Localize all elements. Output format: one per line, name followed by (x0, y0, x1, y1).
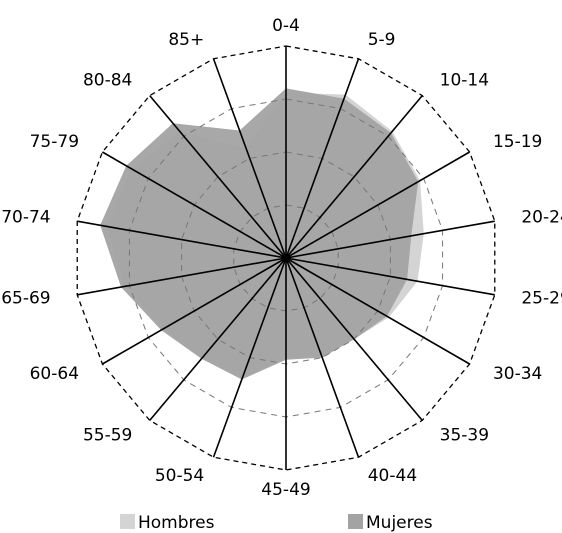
category-label: 75-79 (30, 132, 79, 152)
spoke (285, 257, 470, 365)
category-label: 70-74 (1, 208, 50, 228)
spoke (285, 257, 423, 421)
category-label: 85+ (168, 30, 204, 50)
category-label: 35-39 (440, 426, 489, 446)
category-label: 80-84 (83, 70, 132, 90)
spoke (149, 95, 287, 259)
category-label: 65-69 (1, 288, 50, 308)
spoke (285, 151, 470, 259)
spoke (285, 257, 495, 296)
spoke (102, 151, 287, 259)
center-dot (282, 254, 290, 262)
legend-label: Hombres (138, 513, 215, 533)
category-label: 45-49 (261, 480, 310, 500)
category-label: 10-14 (440, 70, 489, 90)
spoke (285, 58, 360, 259)
category-label: 25-29 (521, 288, 562, 308)
category-label: 60-64 (30, 364, 79, 384)
category-label: 5-9 (368, 30, 396, 50)
spoke (149, 257, 287, 421)
series-area (100, 88, 419, 380)
legend-swatch (348, 514, 363, 529)
category-label: 55-59 (83, 426, 132, 446)
spoke (102, 257, 287, 365)
spoke (212, 58, 287, 259)
category-label: 0-4 (272, 16, 300, 36)
spoke (77, 257, 287, 296)
legend-label: Mujeres (366, 513, 433, 533)
spoke (77, 220, 287, 259)
category-label: 50-54 (155, 466, 204, 486)
category-label: 30-34 (493, 364, 542, 384)
category-label: 40-44 (368, 466, 417, 486)
spoke (285, 257, 360, 458)
category-label: 20-24 (521, 208, 562, 228)
category-label: 15-19 (493, 132, 542, 152)
legend-swatch (120, 514, 135, 529)
spoke (285, 95, 423, 259)
spoke (285, 220, 495, 259)
spoke (212, 257, 287, 458)
